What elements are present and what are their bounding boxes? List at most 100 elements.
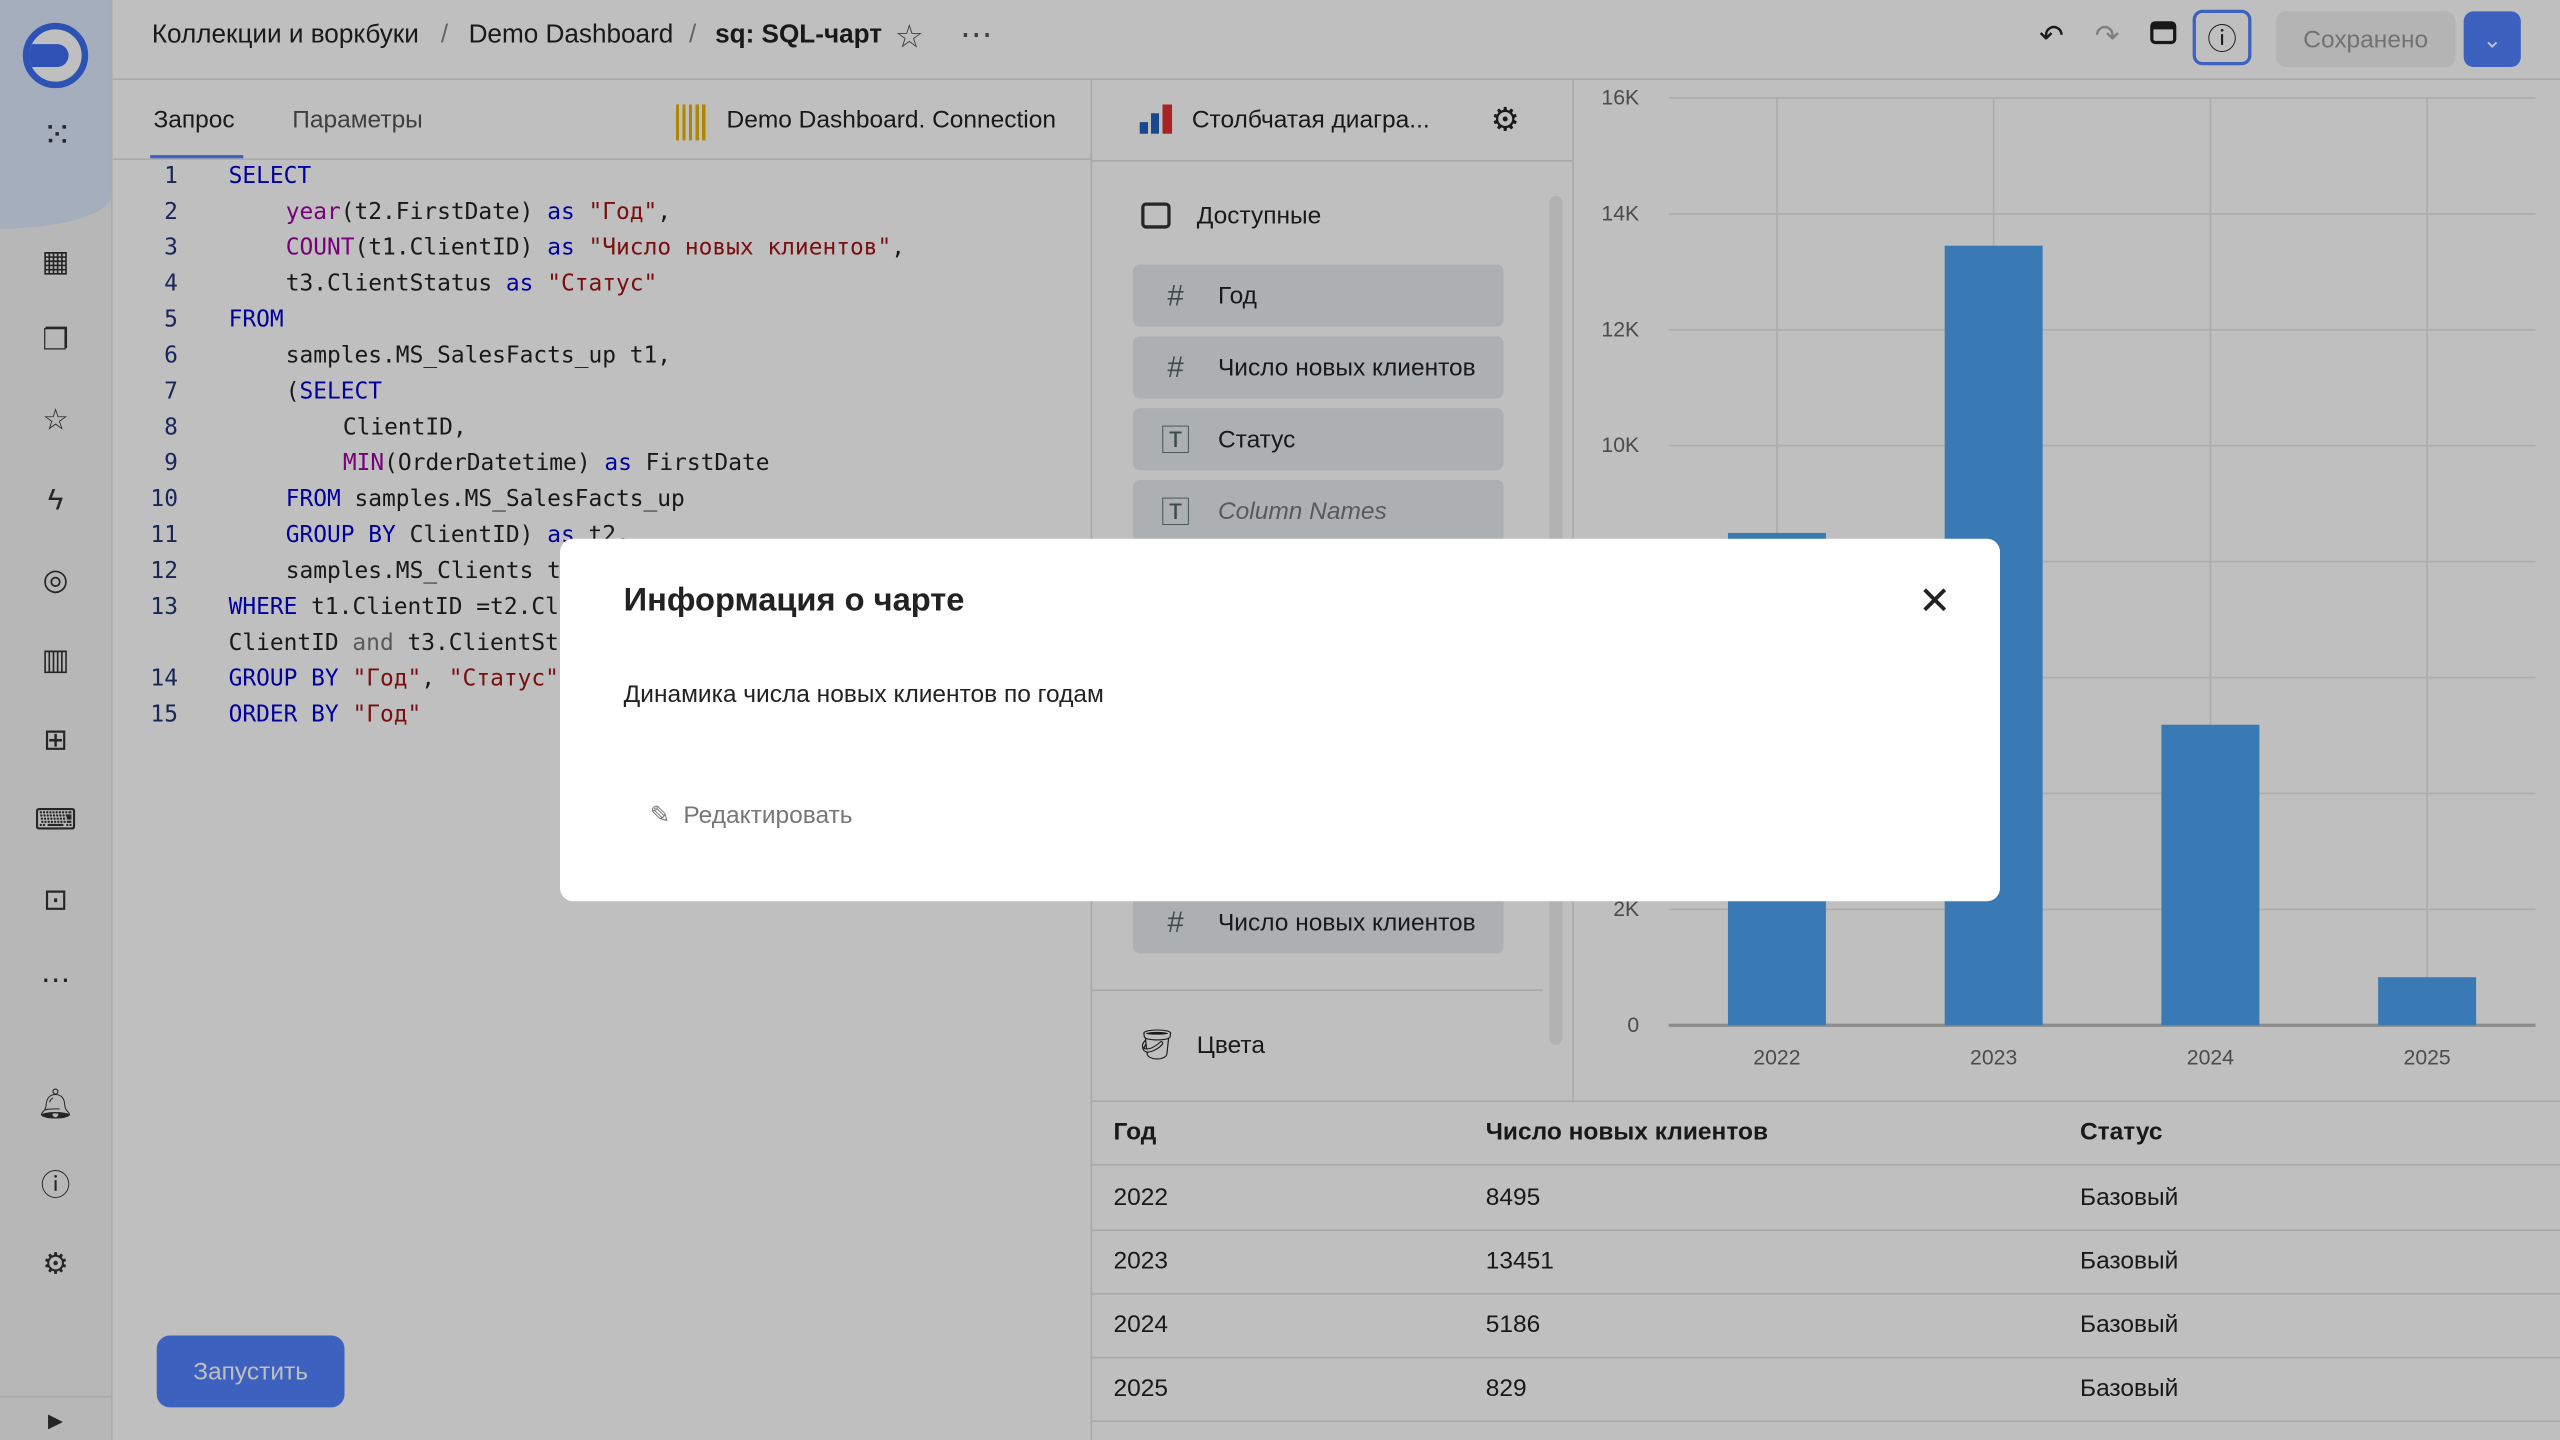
measure-new-clients[interactable]: # Число новых клиентов <box>1133 891 1504 954</box>
code-token: , <box>421 666 449 693</box>
line-number: 15 <box>150 702 178 729</box>
bar-2024[interactable] <box>2161 724 2260 1026</box>
code-token: "Год" <box>352 702 422 729</box>
hash-icon: # <box>1167 905 1184 938</box>
save-options-button[interactable]: ⌄ <box>2463 11 2521 67</box>
code-line: ClientID, <box>343 415 467 441</box>
table-cell: Базовый <box>2079 1247 2179 1276</box>
datasets-icon[interactable]: ◎ <box>42 562 69 596</box>
line-number: 9 <box>164 450 178 477</box>
table-row[interactable]: 2022 8495 Базовый <box>1092 1166 2560 1232</box>
hash-icon: # <box>1167 278 1184 312</box>
editor-header-divider <box>112 158 1093 160</box>
code-token: as <box>547 199 575 226</box>
column-header[interactable]: Год <box>1113 1118 1157 1147</box>
tab-query[interactable]: Запрос <box>153 106 235 134</box>
breadcrumb-dashboard[interactable]: Demo Dashboard <box>468 21 674 49</box>
more-menu-icon[interactable]: ⋯ <box>959 17 993 54</box>
settings-icon[interactable]: ⚙ <box>42 1246 69 1280</box>
info-icon[interactable]: ⓘ <box>2192 9 2252 66</box>
workbooks-icon[interactable]: ❐ <box>42 322 69 356</box>
help-icon[interactable]: ⓘ <box>40 1168 71 1202</box>
undo-icon[interactable]: ↶ <box>2039 19 2064 53</box>
code-line: COUNT(t1.ClientID) as "Число новых клиен… <box>286 235 905 261</box>
code-token: "Год" <box>352 666 422 693</box>
column-header[interactable]: Число новых клиентов <box>1485 1118 1769 1147</box>
code-token: WHERE <box>228 594 298 621</box>
code-token: GROUP BY <box>228 666 339 693</box>
favorites-icon[interactable]: ☆ <box>42 402 69 436</box>
code-token: GROUP BY <box>285 522 396 549</box>
line-number: 1 <box>164 163 178 190</box>
bar-2025[interactable] <box>2378 977 2477 1026</box>
code-token: , <box>657 199 672 226</box>
modal-title: Информация о чарте <box>623 582 965 619</box>
field-label: Число новых клиентов <box>1217 908 1476 937</box>
code-token: ClientID <box>228 630 353 657</box>
code-token: samples.MS_SalesFacts_up <box>340 486 685 513</box>
table-row[interactable]: 2024 5186 Базовый <box>1092 1293 2560 1359</box>
dashboards-icon[interactable]: ⊞ <box>43 722 68 756</box>
code-line: ClientID and t3.ClientStatus <box>229 630 614 656</box>
run-button[interactable]: Запустить <box>156 1335 345 1408</box>
code-token: (t1.ClientID) <box>354 235 548 262</box>
collections-icon[interactable]: ▦ <box>41 244 70 277</box>
column-header[interactable]: Статус <box>2079 1118 2163 1147</box>
code-line: FROM samples.MS_SalesFacts_up <box>286 487 685 513</box>
code-token: , <box>891 235 906 262</box>
chart-info-modal: Информация о чарте ✕ Динамика числа новы… <box>559 538 2000 902</box>
expand-icon[interactable]: ▶ <box>47 1408 64 1432</box>
breadcrumb-current: sq: SQL-чарт <box>715 21 883 49</box>
code-token: ORDER BY <box>228 702 339 729</box>
code-line: GROUP BY ClientID) as t2, <box>286 522 630 548</box>
star-icon[interactable]: ☆ <box>894 19 924 56</box>
logo-icon[interactable] <box>22 22 89 89</box>
field-status[interactable]: 🅃 Статус <box>1133 408 1504 471</box>
colors-label: Цвета <box>1196 1031 1265 1060</box>
table-row[interactable]: 2023 13451 Базовый <box>1092 1229 2560 1295</box>
table-row[interactable]: 2025 829 Базовый <box>1092 1357 2560 1423</box>
breadcrumb-collections[interactable]: Коллекции и воркбуки <box>151 21 419 49</box>
field-column-names[interactable]: 🅃 Column Names <box>1133 479 1504 543</box>
line-number: 8 <box>164 414 178 441</box>
code-token: SELECT <box>299 378 383 405</box>
connection-name[interactable]: Demo Dashboard. Connection <box>726 106 1056 134</box>
hash-icon: # <box>1167 350 1184 383</box>
x-tick-label: 2023 <box>1970 1046 2017 1069</box>
chart-settings-icon[interactable]: ⚙ <box>1490 102 1520 139</box>
close-icon[interactable]: ✕ <box>1918 579 1952 624</box>
tab-parameters[interactable]: Параметры <box>292 106 423 134</box>
line-number: 13 <box>150 594 178 621</box>
y-tick-label: 14K <box>1601 202 1639 225</box>
code-token: FROM <box>285 486 341 513</box>
field-label: Статус <box>1217 425 1296 454</box>
connections-icon[interactable]: ϟ <box>47 482 64 516</box>
monitoring-icon[interactable]: ⌨ <box>34 802 77 836</box>
apps-grid-icon[interactable]: ⁙ <box>42 114 72 156</box>
code-line: t3.ClientStatus as "Статус" <box>286 271 658 297</box>
table-cell: Базовый <box>2079 1183 2179 1212</box>
code-token: "Число новых клиентов" <box>588 235 892 262</box>
breadcrumb-separator: / <box>688 21 697 49</box>
bell-icon[interactable]: 🔔︎ <box>36 1086 75 1120</box>
field-new-clients[interactable]: # Число новых клиентов <box>1133 336 1504 399</box>
table-cell: 829 <box>1485 1374 1527 1403</box>
more-icon[interactable]: ⋯ <box>40 962 71 996</box>
available-label: Доступные <box>1196 202 1322 231</box>
text-icon: 🅃 <box>1160 424 1191 458</box>
charts-icon[interactable]: ▥ <box>41 642 70 676</box>
chart-type-select[interactable]: Столбчатая диагра... <box>1191 106 1430 134</box>
line-number: 4 <box>164 271 178 298</box>
saved-button[interactable]: Сохранено <box>2275 11 2456 67</box>
modal-description: Динамика числа новых клиентов по годам <box>623 680 1104 709</box>
layout-icon[interactable] <box>2150 21 2177 45</box>
redo-icon[interactable]: ↷ <box>2094 19 2120 53</box>
section-divider <box>1092 989 1543 992</box>
code-token: as <box>604 450 632 477</box>
field-year[interactable]: # Год <box>1133 264 1504 327</box>
field-label: Column Names <box>1217 497 1387 525</box>
folder-icon[interactable]: ⊡ <box>43 882 68 916</box>
edit-button[interactable]: ✎ Редактировать <box>650 800 853 830</box>
code-token: ClientID) <box>395 522 548 549</box>
